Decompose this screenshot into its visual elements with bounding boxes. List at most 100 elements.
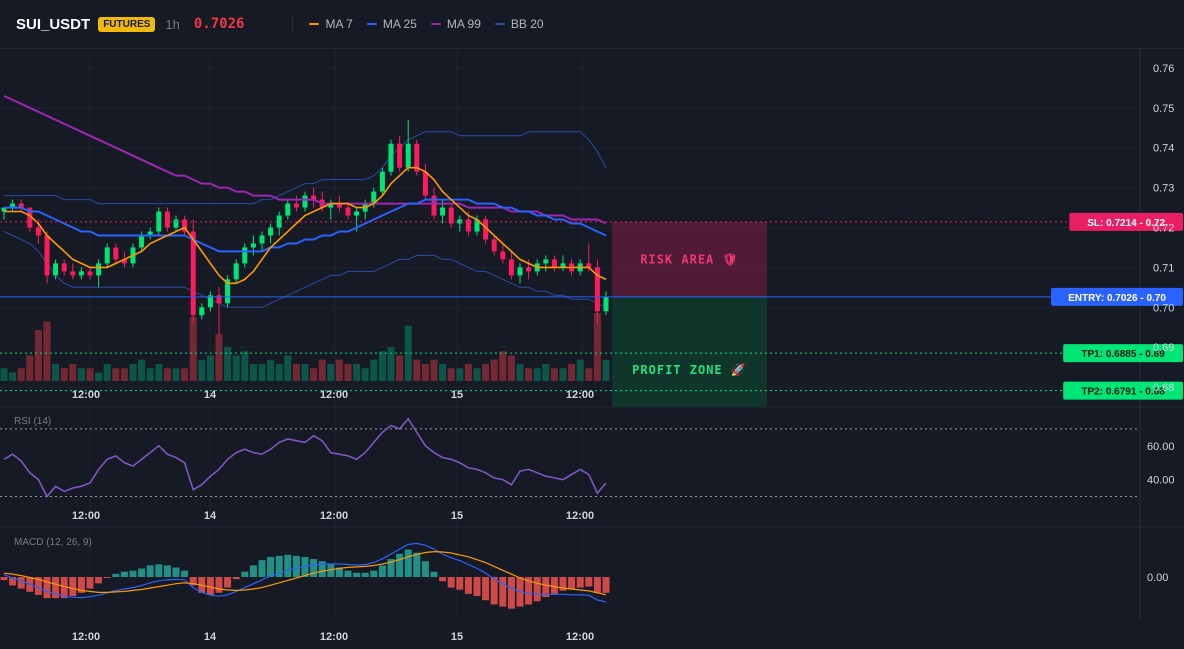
macd-histogram-bar [413, 552, 421, 577]
legend-ma99[interactable]: MA 99 [430, 17, 481, 31]
rsi-tick-label: 60.00 [1147, 441, 1175, 453]
candle-body [78, 271, 84, 276]
candle-body [1, 207, 7, 212]
macd-histogram-bar [95, 577, 103, 584]
candle-body [457, 219, 463, 224]
macd-histogram-bar [215, 577, 223, 593]
volume-bar [129, 364, 137, 381]
time-tick-label: 15 [451, 510, 463, 522]
candle-body [190, 231, 196, 316]
last-price: 0.7026 [193, 16, 245, 32]
volume-bars [0, 313, 610, 381]
legend-ma99-label: MA 99 [446, 17, 481, 31]
candle-body [431, 195, 437, 216]
candle-body [440, 207, 446, 216]
macd-histogram-bar [404, 549, 412, 577]
bb20-swatch-icon [494, 23, 505, 25]
macd-histogram-bar [430, 571, 438, 577]
candle-body [207, 295, 213, 308]
timeframe-selector[interactable]: 1h [165, 16, 180, 32]
macd-histogram-bar [52, 577, 60, 599]
time-tick-label: 15 [451, 631, 463, 643]
macd-histogram-bar [421, 561, 429, 577]
futures-badge: FUTURES [98, 16, 156, 32]
legend-bb20-label: BB 20 [510, 17, 544, 31]
candle-body [336, 203, 342, 208]
volume-bar [439, 364, 447, 381]
volume-bar [215, 334, 223, 381]
price-tick-label: 0.69 [1153, 342, 1174, 354]
volume-bar [163, 368, 171, 381]
macd-histogram-bar [542, 577, 550, 598]
rsi-panel[interactable]: RSI (14) 60.00 40.00 [0, 416, 1175, 498]
ma7-line [4, 166, 607, 285]
macd-histogram-bar [473, 577, 481, 597]
rsi-line [3, 417, 607, 498]
volume-bar [17, 368, 25, 381]
macd-histogram-bar [550, 577, 558, 594]
candle-body [104, 247, 110, 264]
price-tick-label: 0.71 [1153, 262, 1174, 274]
legend-ma7-label: MA 7 [325, 17, 353, 31]
candle-body [216, 295, 222, 304]
volume-bar [447, 368, 455, 381]
legend-ma25-label: MA 25 [382, 17, 417, 31]
profit-zone [612, 296, 767, 407]
ma25-swatch-icon [366, 23, 377, 25]
candle-body [594, 267, 600, 312]
volume-bar [430, 359, 438, 381]
time-tick-label: 12:00 [566, 389, 594, 401]
volume-bar [550, 368, 558, 381]
legend-bb20[interactable]: BB 20 [494, 17, 544, 31]
price-tick-label: 0.75 [1153, 103, 1174, 115]
candle-body [61, 263, 67, 272]
macd-histogram-bar [189, 577, 197, 586]
entry-tag-label: ENTRY: 0.7026 - 0.70 [1068, 293, 1166, 304]
price-axis[interactable]: 0.76 0.75 0.74 0.73 0.72 0.71 0.70 0.69 0.68 [1153, 63, 1174, 394]
macd-histogram-bar [292, 555, 300, 577]
macd-histogram-bar [77, 577, 85, 593]
stop-loss-tag [1069, 212, 1183, 231]
chart-header: SUI_USDT FUTURES 1h 0.7026 MA 7 MA 25 MA… [0, 0, 1184, 49]
moving-averages [3, 94, 607, 285]
symbol-name[interactable]: SUI_USDT [16, 15, 91, 33]
macd-histogram-bar [206, 577, 214, 595]
legend-ma7[interactable]: MA 7 [309, 17, 353, 31]
legend-ma25[interactable]: MA 25 [366, 17, 417, 31]
volume-bar [258, 364, 266, 381]
candle-body [551, 259, 557, 268]
macd-histogram-bar [387, 559, 395, 577]
candle-body [293, 203, 299, 208]
rsi-label: RSI (14) [14, 416, 51, 427]
macd-histogram-bar [17, 577, 25, 589]
candle-body [44, 235, 50, 276]
time-tick-label: 12:00 [72, 389, 100, 401]
volume-bar [267, 359, 275, 381]
volume-bar [146, 368, 154, 381]
macd-histogram-bar [69, 577, 77, 597]
time-tick-label: 12:00 [566, 510, 594, 522]
macd-histogram-bar [318, 561, 326, 577]
candle-body [328, 203, 334, 208]
macd-histogram-bar [120, 571, 128, 577]
volume-bar [284, 355, 292, 381]
time-tick-label: 15 [451, 389, 463, 401]
candle-body [53, 263, 59, 276]
macd-histogram-bar [138, 568, 146, 577]
volume-bar [516, 364, 524, 381]
volume-bar [172, 368, 180, 381]
volume-bar [232, 355, 240, 381]
candle-body [474, 219, 480, 232]
macd-panel[interactable]: MACD (12, 26, 9) 0.00 [0, 537, 1169, 609]
volume-bar [241, 351, 249, 381]
volume-bar [482, 364, 490, 381]
volume-bar [344, 364, 352, 381]
time-tick-label: 12:00 [320, 510, 348, 522]
volume-bar [378, 351, 386, 381]
candle-body [345, 207, 351, 216]
macd-histogram-bar [568, 577, 576, 590]
price-tick-label: 0.76 [1153, 63, 1174, 75]
risk-area-label: RISK AREA 🛡 [640, 252, 738, 266]
macd-line [3, 542, 607, 603]
